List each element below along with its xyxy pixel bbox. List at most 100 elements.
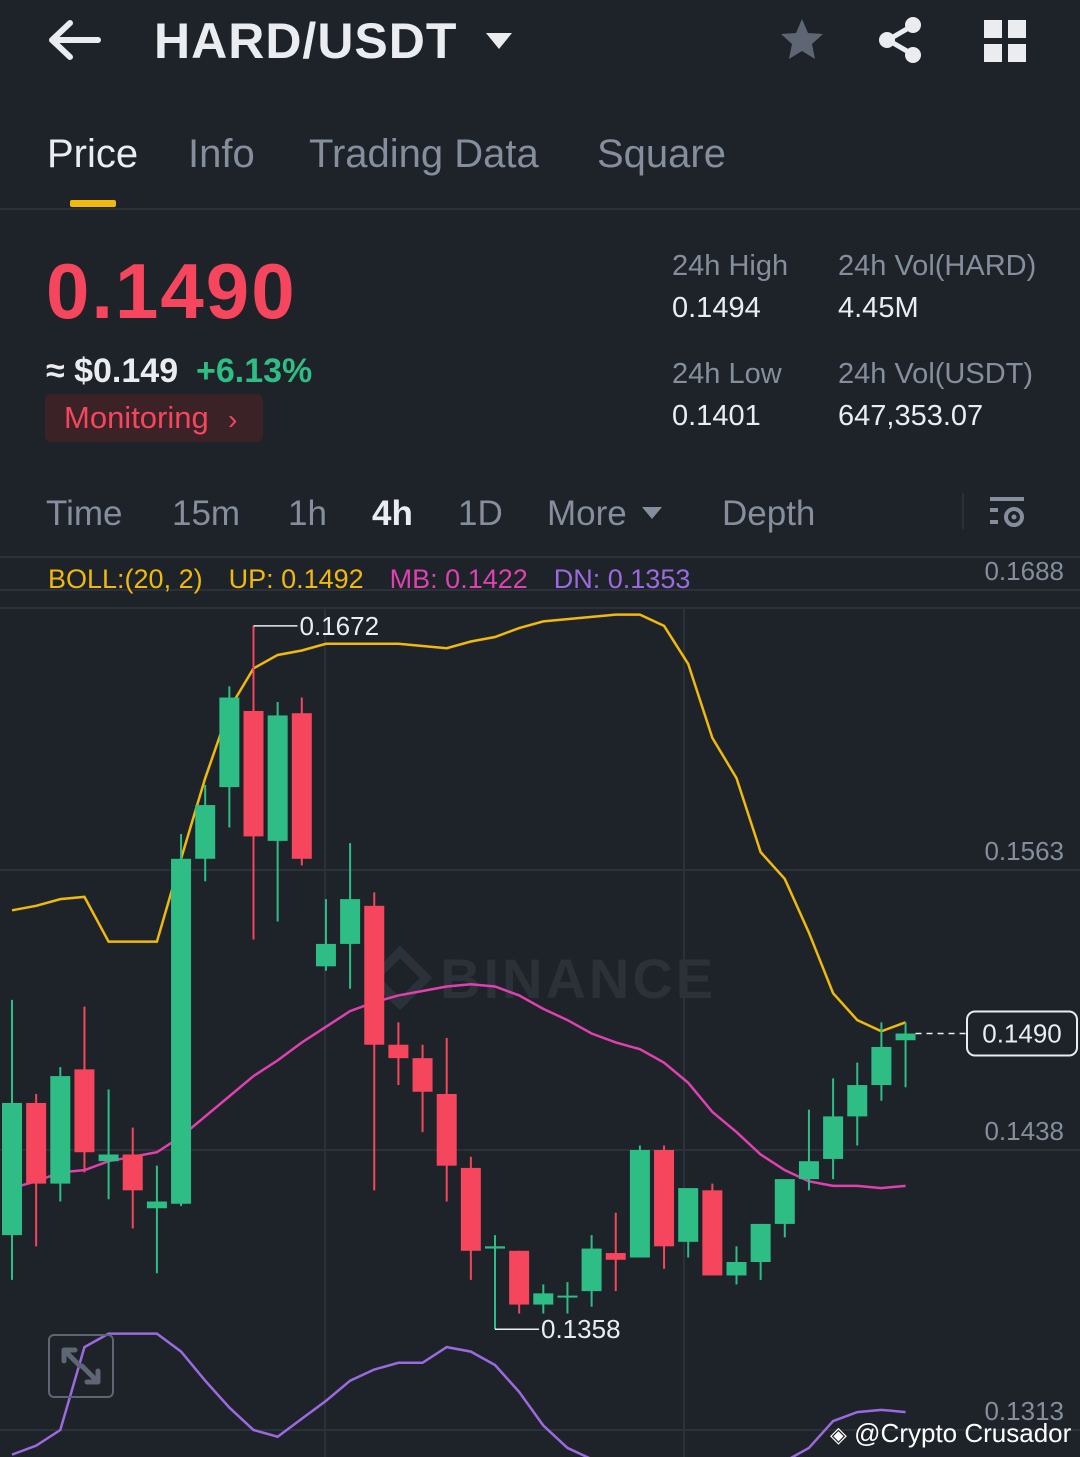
share-icon[interactable] bbox=[876, 16, 924, 64]
candle-body bbox=[654, 1150, 675, 1247]
tab-info[interactable]: Info bbox=[188, 132, 255, 176]
grid-icon[interactable] bbox=[982, 18, 1028, 64]
back-arrow-icon[interactable] bbox=[48, 18, 104, 62]
monitoring-button[interactable] bbox=[45, 394, 263, 442]
tab-trading-data[interactable]: Trading Data bbox=[309, 132, 539, 176]
divider bbox=[0, 208, 1080, 210]
low-value: 0.1401 bbox=[672, 400, 761, 432]
y-tick-label: 0.1313 bbox=[984, 1396, 1064, 1426]
interval-15m[interactable]: 15m bbox=[172, 494, 241, 533]
candle bbox=[798, 1109, 819, 1191]
candle bbox=[412, 1044, 433, 1133]
usd-price: ≈ $0.149 bbox=[46, 352, 179, 390]
candlestick-chart[interactable]: BINANCE 0.16880.15630.14380.13130.16720.… bbox=[0, 560, 1080, 1457]
bollinger-bands bbox=[11, 613, 906, 1457]
candle bbox=[629, 1145, 650, 1258]
candle bbox=[74, 1006, 95, 1173]
candle-body bbox=[895, 1033, 916, 1041]
candle-body bbox=[823, 1116, 844, 1159]
candle-body bbox=[219, 697, 240, 788]
candle-body bbox=[243, 710, 264, 837]
candle bbox=[388, 1022, 409, 1086]
star-icon[interactable] bbox=[778, 16, 826, 64]
chevron-right-icon[interactable]: › bbox=[228, 404, 238, 435]
candle-body bbox=[146, 1201, 167, 1209]
candle bbox=[485, 1235, 505, 1330]
candle bbox=[364, 892, 385, 1191]
candle-body bbox=[485, 1246, 505, 1249]
diamond-icon: ◈ bbox=[830, 1422, 847, 1447]
boll-dn: DN: 0.1353 bbox=[553, 564, 691, 594]
candle bbox=[267, 702, 288, 922]
candle-body bbox=[267, 715, 288, 841]
candle-body bbox=[726, 1262, 747, 1276]
interval-1d[interactable]: 1D bbox=[458, 494, 503, 533]
high-value: 0.1494 bbox=[672, 292, 761, 324]
candle bbox=[702, 1183, 723, 1276]
interval-4h[interactable]: 4h bbox=[372, 494, 413, 533]
candle-body bbox=[847, 1085, 868, 1117]
divider bbox=[962, 493, 964, 529]
candle bbox=[50, 1067, 71, 1202]
candle bbox=[654, 1145, 675, 1269]
candle-body bbox=[340, 899, 361, 944]
interval-more[interactable]: More bbox=[547, 494, 627, 533]
author-handle: @Crypto Crusador bbox=[854, 1418, 1072, 1448]
interval-time[interactable]: Time bbox=[46, 494, 123, 533]
candle-body bbox=[74, 1069, 95, 1153]
candle bbox=[219, 686, 240, 828]
interval-depth[interactable]: Depth bbox=[722, 494, 816, 533]
y-tick-label: 0.1438 bbox=[984, 1116, 1064, 1146]
candle-body bbox=[774, 1179, 795, 1224]
candle bbox=[605, 1212, 626, 1292]
candle-body bbox=[581, 1248, 602, 1292]
candle bbox=[436, 1038, 457, 1202]
candle bbox=[2, 999, 22, 1280]
candle-body bbox=[750, 1223, 771, 1262]
candle bbox=[146, 1165, 167, 1274]
high-label: 24h High bbox=[672, 250, 789, 282]
chart-watermark: BINANCE bbox=[367, 945, 716, 1011]
tab-square[interactable]: Square bbox=[597, 132, 726, 176]
candle bbox=[678, 1188, 699, 1258]
candle bbox=[726, 1246, 747, 1285]
monitoring-label[interactable]: Monitoring bbox=[64, 400, 209, 435]
candle-body bbox=[798, 1161, 819, 1180]
candle bbox=[557, 1282, 578, 1314]
candle-body bbox=[629, 1150, 650, 1258]
candle-body bbox=[98, 1154, 119, 1162]
interval-1h[interactable]: 1h bbox=[288, 494, 327, 533]
watermark-text: BINANCE bbox=[440, 947, 716, 1010]
caret-down-icon[interactable] bbox=[484, 30, 514, 52]
boll-dn-line bbox=[11, 1332, 906, 1457]
chart-settings-icon[interactable] bbox=[988, 494, 1028, 530]
expand-icon[interactable] bbox=[50, 1336, 112, 1396]
candle-body bbox=[2, 1102, 22, 1236]
candle bbox=[122, 1127, 143, 1229]
vol-quote-value: 647,353.07 bbox=[838, 400, 984, 432]
candle bbox=[750, 1223, 771, 1280]
candle-body bbox=[871, 1046, 892, 1086]
candle-body bbox=[315, 943, 336, 967]
tab-price[interactable]: Price bbox=[47, 132, 139, 176]
candle bbox=[895, 1022, 916, 1088]
candle-body bbox=[605, 1253, 626, 1260]
boll-up-line bbox=[11, 613, 906, 1033]
expand-chart-button[interactable] bbox=[48, 1334, 114, 1398]
candle-body bbox=[195, 805, 216, 859]
candle-body bbox=[509, 1250, 530, 1305]
candle-body bbox=[412, 1058, 433, 1092]
boll-mb: MB: 0.1422 bbox=[389, 564, 528, 594]
candle bbox=[26, 1094, 47, 1247]
candle-body bbox=[364, 905, 385, 1045]
pair-title[interactable]: HARD/USDT bbox=[154, 13, 458, 69]
caret-down-icon[interactable] bbox=[641, 506, 663, 520]
candle-body bbox=[533, 1293, 554, 1305]
chart-labels: 0.1688 0.1563 0.1438 0.1313 0.1672 0.1358 0.14… bbox=[253, 560, 1078, 1426]
candle-body bbox=[171, 858, 192, 1204]
candles bbox=[2, 625, 916, 1330]
candle bbox=[98, 1089, 119, 1200]
candle bbox=[581, 1235, 602, 1307]
candle-body bbox=[702, 1190, 723, 1276]
vol-base-value: 4.45M bbox=[838, 292, 919, 324]
